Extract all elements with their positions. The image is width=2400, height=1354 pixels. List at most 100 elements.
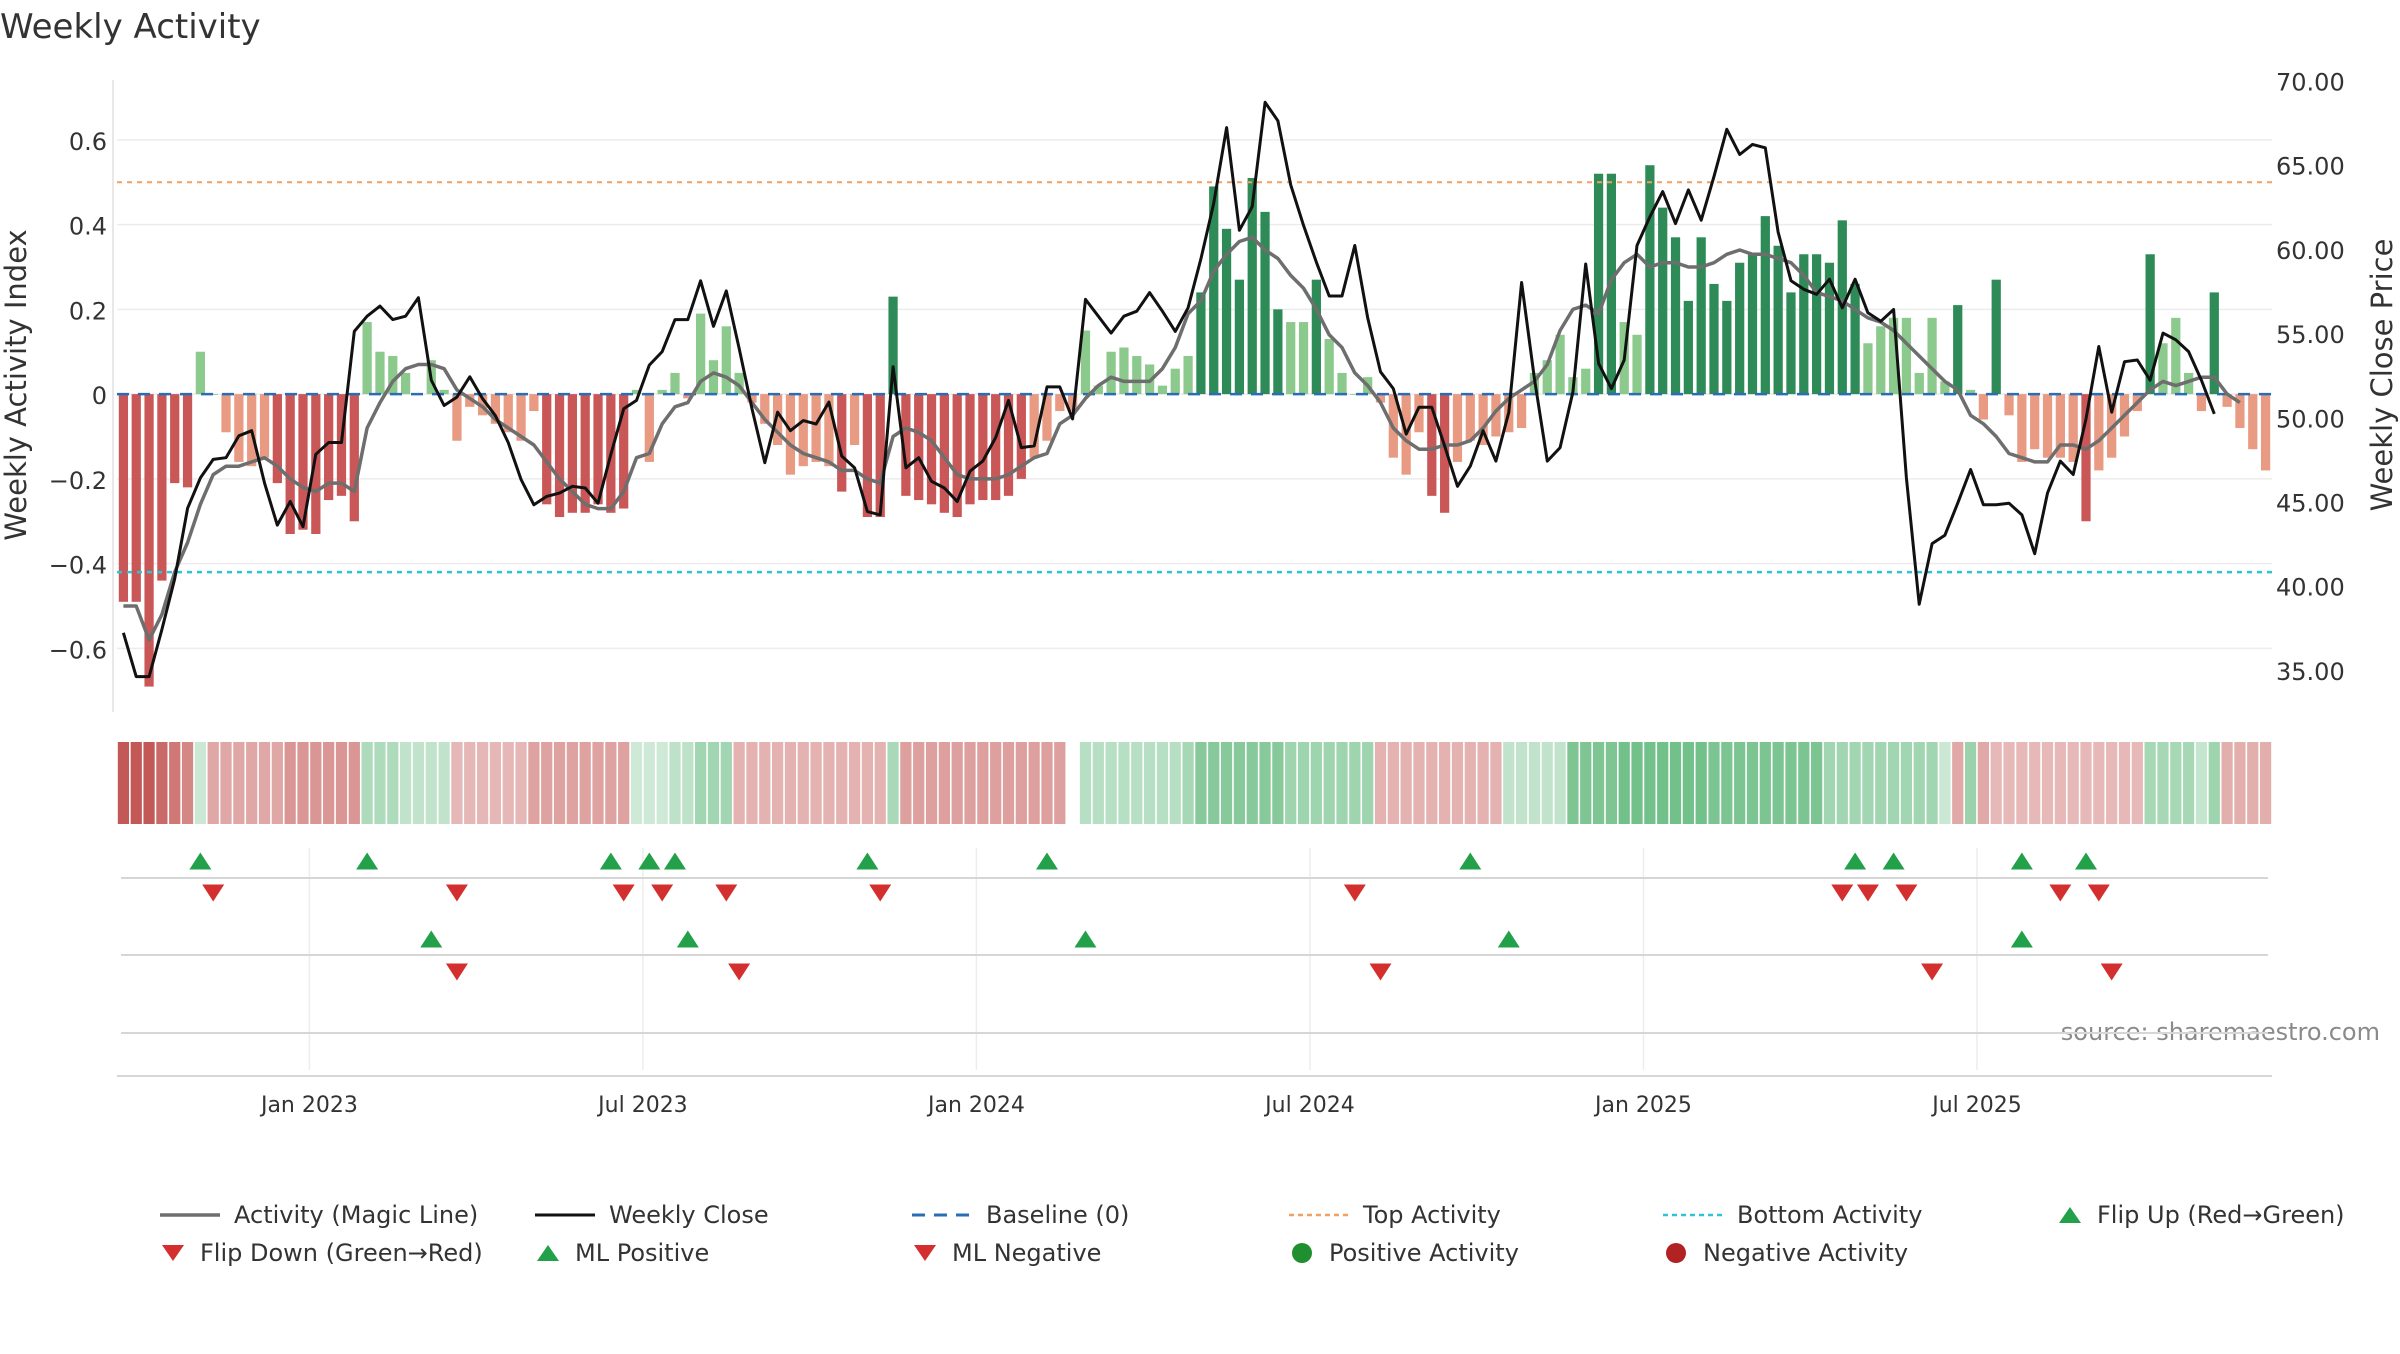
activity-bar (2017, 394, 2027, 462)
legend-item: Weekly Close (535, 1200, 769, 1230)
ml-negative-marker (728, 963, 751, 981)
activity-bar (888, 296, 898, 395)
activity-bar (1016, 394, 1026, 479)
sentiment-cell (592, 742, 604, 824)
activity-bar (2209, 292, 2219, 395)
activity-bar (1170, 368, 1180, 395)
y-left-tick-label: 0.6 (69, 128, 107, 156)
sentiment-cell (1131, 742, 1143, 824)
activity-bar (747, 394, 757, 403)
activity-bar (2081, 394, 2091, 522)
sentiment-cell (2195, 742, 2208, 824)
activity-bar (1786, 292, 1796, 395)
activity-bar (195, 351, 205, 395)
flip-up-marker (599, 852, 622, 870)
sentiment-cell (1875, 742, 1887, 824)
sentiment-cell (1208, 742, 1220, 824)
y-axis-right-label: Weekly Close Price (2365, 239, 2399, 512)
y-right-tick-label: 65.00 (2276, 153, 2345, 181)
activity-bar (1157, 385, 1168, 395)
sentiment-cell (1156, 742, 1169, 824)
activity-bar (1221, 228, 1232, 395)
sentiment-cell (784, 742, 797, 824)
sentiment-cell (181, 742, 194, 824)
legend-label: Negative Activity (1703, 1239, 1909, 1267)
sentiment-cell (1964, 742, 1977, 824)
sentiment-cell (1746, 742, 1759, 824)
sentiment-cell (1413, 742, 1425, 824)
activity-bar (1683, 300, 1693, 395)
activity-bar (1888, 317, 1899, 395)
sentiment-cell (1310, 742, 1322, 824)
sentiment-cell (1297, 742, 1310, 824)
activity-bar (1337, 372, 1347, 395)
activity-bar (991, 394, 1001, 501)
sentiment-cell (669, 742, 681, 824)
sentiment-cell (1669, 742, 1682, 824)
sentiment-cell (541, 742, 553, 824)
sentiment-cell (1079, 742, 1092, 824)
flip-down-marker (651, 884, 674, 902)
activity-bar (324, 394, 334, 501)
sentiment-cell (323, 742, 335, 824)
sentiment-cell (2029, 742, 2041, 824)
activity-bar (2184, 372, 2194, 395)
legend-label: Weekly Close (609, 1201, 769, 1229)
activity-bar (1298, 322, 1309, 395)
sentiment-cell (1939, 742, 1951, 824)
activity-bar (901, 394, 911, 496)
activity-bar (362, 322, 372, 395)
ml-negative-marker (445, 963, 468, 981)
legend-swatch (912, 1213, 972, 1217)
ml-positive-marker (420, 930, 443, 948)
sentiment-cell (746, 742, 758, 824)
activity-bar (1645, 165, 1655, 395)
legend-swatch (914, 1245, 936, 1261)
activity-bar (503, 394, 513, 433)
legend-swatch (162, 1245, 184, 1261)
sentiment-cell (156, 742, 168, 824)
ml-positive-marker (1074, 930, 1097, 948)
flip-up-marker (189, 852, 212, 870)
sentiment-cell (1977, 742, 1989, 824)
activity-bar (182, 394, 193, 488)
activity-bar (2171, 317, 2181, 395)
activity-bar (131, 394, 141, 602)
activity-bar (1991, 279, 2001, 395)
sentiment-cell (361, 742, 373, 824)
sentiment-cell (707, 742, 720, 824)
legend-item: Activity (Magic Line) (160, 1200, 478, 1230)
sentiment-cell (1592, 742, 1605, 824)
sentiment-cell (759, 742, 771, 824)
ml-positive-marker (1497, 930, 1520, 948)
legend-item: Bottom Activity (1663, 1200, 1922, 1230)
sentiment-cell (117, 742, 130, 824)
sentiment-cell (1477, 742, 1489, 824)
sentiment-cell (1631, 742, 1643, 824)
y-right-tick-label: 60.00 (2276, 237, 2345, 265)
sentiment-cell (1605, 742, 1618, 824)
activity-bar (683, 394, 693, 399)
activity-bar (734, 372, 744, 395)
sentiment-cell (2247, 742, 2259, 824)
activity-bar (311, 394, 321, 534)
legend-label: Flip Up (Red→Green) (2097, 1201, 2345, 1229)
activity-bar (1183, 355, 1193, 395)
activity-bar (439, 389, 449, 395)
activity-bar (1003, 394, 1014, 496)
sentiment-cell (1811, 742, 1823, 824)
activity-bar (2260, 394, 2271, 471)
sentiment-cell (2118, 742, 2131, 824)
activity-bar (2196, 394, 2207, 412)
sentiment-cell (1759, 742, 1771, 824)
activity-bar (157, 394, 167, 581)
flip-down-marker (445, 884, 468, 902)
sentiment-cell (451, 742, 463, 824)
activity-bar (118, 394, 129, 602)
activity-bar (542, 394, 552, 505)
legend-swatch (535, 1213, 595, 1217)
activity-bar (1927, 317, 1937, 395)
activity-bar (298, 394, 308, 530)
x-tick-label: Jul 2025 (1930, 1093, 2022, 1118)
activity-bar (1324, 339, 1334, 395)
